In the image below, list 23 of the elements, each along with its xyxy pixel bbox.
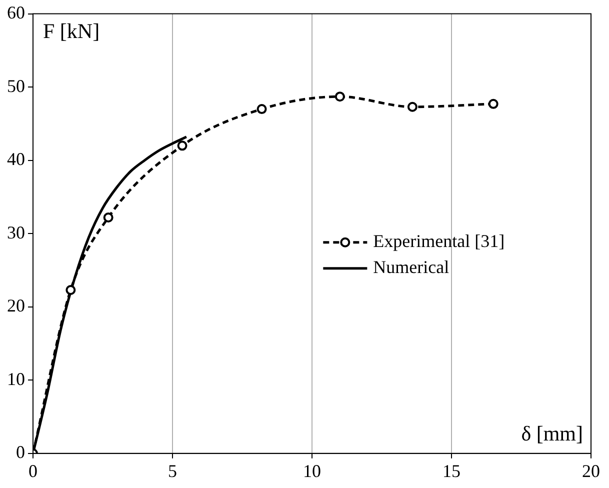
point bbox=[256, 104, 267, 114]
x-tick-label: 20 bbox=[582, 460, 600, 481]
point bbox=[407, 102, 418, 112]
point bbox=[177, 140, 188, 151]
y-tick-label: 60 bbox=[7, 2, 25, 23]
x-tick-label: 5 bbox=[168, 460, 177, 481]
legend-label: Numerical bbox=[373, 257, 450, 278]
y-axis-title: F [kN] bbox=[43, 18, 100, 43]
y-tick-label: 0 bbox=[16, 442, 25, 462]
y-tick-label: 50 bbox=[7, 76, 25, 96]
x-tick-label: 15 bbox=[442, 460, 460, 481]
point bbox=[488, 98, 498, 109]
point bbox=[66, 285, 76, 296]
x-tick-label: 0 bbox=[28, 460, 38, 481]
legend-label: Experimental [31] bbox=[373, 231, 505, 252]
point bbox=[334, 92, 345, 102]
y-tick-label: 40 bbox=[7, 149, 25, 170]
x-tick-label: 10 bbox=[303, 460, 321, 481]
x-axis-title: δ [mm] bbox=[521, 421, 583, 446]
y-tick-label: 30 bbox=[7, 222, 25, 242]
point bbox=[103, 212, 114, 222]
y-tick-label: 10 bbox=[7, 368, 25, 389]
y-tick-label: 20 bbox=[7, 296, 25, 316]
